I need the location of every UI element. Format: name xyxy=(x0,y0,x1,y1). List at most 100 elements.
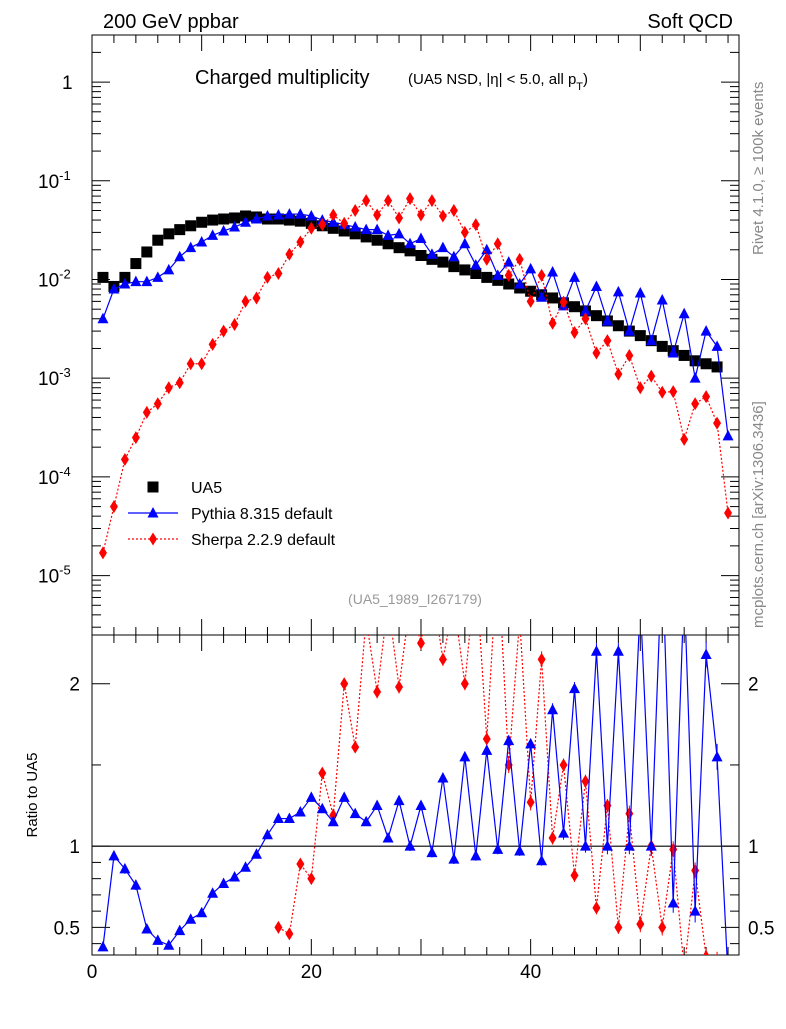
pythia-point xyxy=(250,848,262,859)
sherpa-point xyxy=(537,268,546,282)
sherpa-point xyxy=(164,381,173,395)
sherpa-line xyxy=(102,197,729,553)
pythia-point xyxy=(459,750,471,762)
pythia-point xyxy=(229,221,241,232)
ua5-point xyxy=(459,264,471,276)
pythia-point xyxy=(196,235,208,247)
sherpa-point xyxy=(340,216,349,230)
pythia-point xyxy=(612,645,624,656)
pythia-point xyxy=(97,940,109,952)
main-ytick-base: 10 xyxy=(38,172,59,193)
pythia-point xyxy=(130,275,142,287)
pythia-point xyxy=(601,314,613,326)
ua5-point xyxy=(207,214,219,226)
pythia-point xyxy=(470,259,482,270)
main-axis-ticks: 10-510-410-310-210-11 xyxy=(38,34,739,635)
pythia-point xyxy=(503,256,515,267)
main-ytick-base: 10 xyxy=(38,468,59,489)
ua5-point xyxy=(393,242,405,254)
sherpa-point xyxy=(252,291,261,305)
sherpa-point xyxy=(614,920,623,934)
pythia-point xyxy=(261,209,273,221)
sherpa-point xyxy=(263,270,272,284)
sherpa-point xyxy=(669,842,678,856)
ua5-point xyxy=(415,249,427,261)
ua5-point xyxy=(448,261,460,273)
pythia-point xyxy=(152,934,164,945)
pythia-point xyxy=(558,827,570,838)
ua5-point xyxy=(634,330,646,342)
pythia-point xyxy=(448,853,460,864)
ua5-point xyxy=(547,292,559,304)
sherpa-point xyxy=(570,326,579,340)
ua5-point xyxy=(196,216,208,228)
pythia-point xyxy=(240,216,252,227)
sherpa-point xyxy=(625,348,634,362)
legend-label: UA5 xyxy=(191,480,222,497)
pythia-point xyxy=(152,271,164,282)
pythia-point xyxy=(393,227,405,239)
pythia-point xyxy=(657,548,668,559)
pythia-point xyxy=(108,849,120,861)
ratio-xtick-label: 20 xyxy=(301,962,322,983)
sherpa-point xyxy=(713,416,722,430)
plot-subtitle-text: (UA5 NSD, |η| < 5.0, all p xyxy=(408,71,576,88)
ua5-point xyxy=(174,224,186,236)
pythia-point xyxy=(547,266,559,277)
ua5-point xyxy=(678,349,690,361)
ua5-point xyxy=(700,358,712,370)
sherpa-point xyxy=(691,397,700,411)
pythia-point xyxy=(678,307,690,319)
sherpa-point xyxy=(471,218,480,232)
sherpa-point xyxy=(438,209,447,223)
pythia-point xyxy=(119,862,131,874)
pythia-point xyxy=(272,812,284,824)
pythia-point xyxy=(700,648,712,659)
sherpa-point xyxy=(482,252,491,266)
sherpa-point xyxy=(274,920,283,934)
ratio-ytick-label-left: 2 xyxy=(69,675,80,696)
pythia-point xyxy=(327,815,339,827)
sherpa-point xyxy=(153,397,162,411)
ua5-point xyxy=(130,258,142,270)
sherpa-point xyxy=(285,247,294,261)
sherpa-point xyxy=(702,390,711,404)
ua5-point xyxy=(240,210,252,222)
sherpa-ratio-line xyxy=(278,635,707,955)
ua5-point xyxy=(349,228,361,240)
sherpa-point xyxy=(120,453,129,467)
sherpa-point xyxy=(603,334,612,348)
pythia-point xyxy=(404,237,416,249)
sherpa-point xyxy=(559,758,568,772)
ratio-ytick-label-left: 1 xyxy=(69,837,80,858)
pythia-point xyxy=(305,209,317,221)
pythia-point xyxy=(97,312,109,324)
sherpa-point xyxy=(175,376,184,390)
sherpa-point xyxy=(274,266,283,280)
ratio-ytick-label-right: 0.5 xyxy=(748,918,774,939)
pythia-point xyxy=(426,248,438,259)
ua5-point xyxy=(711,361,723,373)
sherpa-point xyxy=(384,194,393,208)
ua5-point xyxy=(152,234,164,246)
sherpa-point xyxy=(318,766,327,780)
pythia-point xyxy=(623,840,635,851)
pythia-point xyxy=(679,580,690,591)
pythia-point xyxy=(612,285,624,297)
pythia-point xyxy=(207,887,219,898)
sherpa-point xyxy=(318,218,327,232)
sherpa-point xyxy=(219,324,228,338)
pythia-point xyxy=(207,229,219,240)
header-left: 200 GeV ppbar xyxy=(103,11,239,33)
pythia-point xyxy=(240,861,252,872)
pythia-point xyxy=(382,832,394,843)
sherpa-point xyxy=(460,677,469,691)
ua5-point xyxy=(492,274,504,286)
ua5-point xyxy=(119,271,131,283)
sherpa-point xyxy=(680,432,689,446)
sherpa-point xyxy=(362,612,370,625)
ua5-point xyxy=(141,246,153,258)
side-text-rivet: Rivet 4.1.0, ≥ 100k events xyxy=(750,82,767,255)
pythia-point xyxy=(163,263,175,275)
pythia-point xyxy=(108,283,120,294)
